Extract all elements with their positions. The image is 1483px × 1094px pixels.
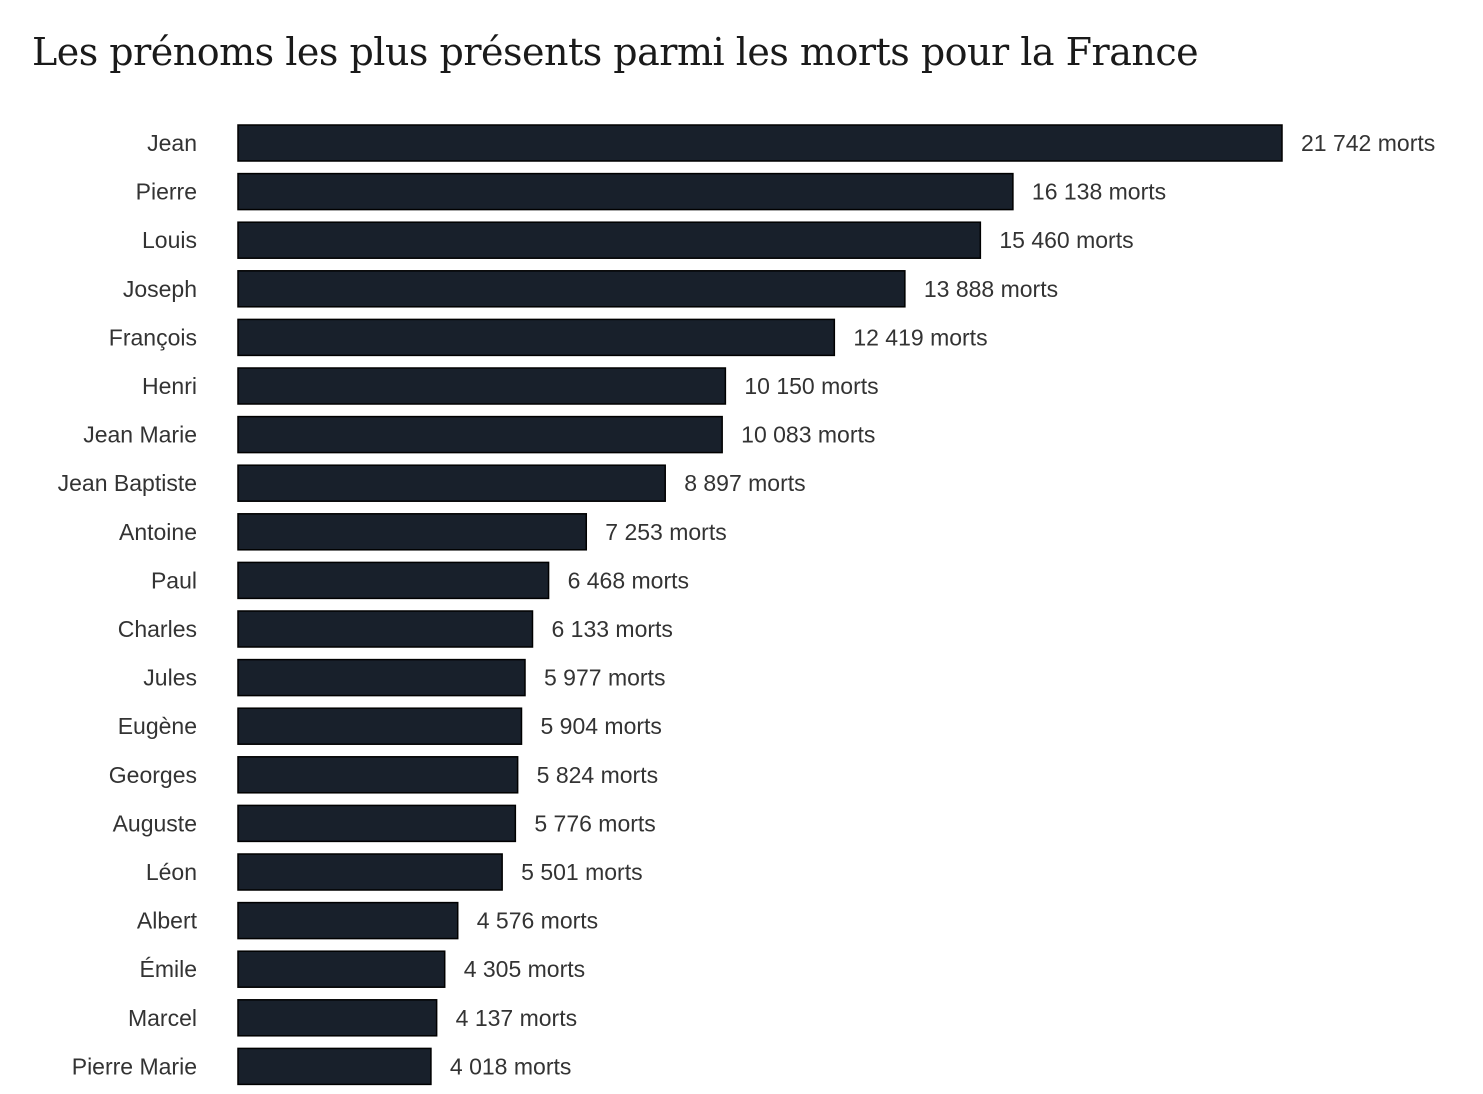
category-label: Antoine <box>119 519 197 545</box>
value-label: 4 576 morts <box>477 908 598 934</box>
bar <box>237 415 723 454</box>
category-label: Auguste <box>113 810 197 836</box>
bar <box>237 1047 432 1086</box>
value-label: 16 138 morts <box>1032 179 1166 205</box>
chart-title: Les prénoms les plus présents parmi les … <box>32 30 1199 74</box>
category-label: Pierre Marie <box>72 1053 197 1079</box>
value-label: 6 468 morts <box>568 567 689 593</box>
category-label: Jean Baptiste <box>58 470 197 496</box>
category-label: Joseph <box>123 276 197 302</box>
bar <box>237 221 982 259</box>
category-label: Émile <box>139 956 197 982</box>
bar <box>237 610 534 648</box>
value-label: 15 460 morts <box>999 227 1133 253</box>
bar <box>237 124 1283 162</box>
bar <box>237 513 588 551</box>
category-label: Jules <box>143 665 197 691</box>
category-label: Pierre <box>136 179 197 205</box>
bar <box>237 707 523 745</box>
bar <box>237 172 1014 211</box>
category-label: Eugène <box>118 713 197 739</box>
bar <box>237 270 906 308</box>
value-label: 5 501 morts <box>521 859 642 885</box>
bar <box>237 561 550 600</box>
category-label: Jean <box>147 130 197 156</box>
value-label: 21 742 morts <box>1301 130 1435 156</box>
category-label: François <box>109 324 197 350</box>
bar <box>237 464 666 502</box>
value-label: 13 888 morts <box>924 276 1058 302</box>
category-label: Léon <box>146 859 197 885</box>
value-label: 4 018 morts <box>450 1053 571 1079</box>
value-label: 5 904 morts <box>540 713 661 739</box>
category-label: Paul <box>151 567 197 593</box>
value-label: 10 150 morts <box>744 373 878 399</box>
category-label: Henri <box>142 373 197 399</box>
category-label: Marcel <box>128 1005 197 1031</box>
bar <box>237 950 446 988</box>
category-label: Charles <box>118 616 197 642</box>
value-label: 4 305 morts <box>464 956 585 982</box>
bar <box>237 318 836 357</box>
value-label: 5 776 morts <box>534 810 655 836</box>
category-label: Albert <box>137 908 198 934</box>
value-label: 12 419 morts <box>853 324 987 350</box>
category-label: Jean Marie <box>83 422 197 448</box>
category-label: Georges <box>109 762 197 788</box>
value-label: 5 824 morts <box>537 762 658 788</box>
bar <box>237 658 526 697</box>
bar <box>237 901 459 940</box>
category-label: Louis <box>142 227 197 253</box>
value-label: 8 897 morts <box>684 470 805 496</box>
value-label: 7 253 morts <box>605 519 726 545</box>
bar <box>237 999 438 1037</box>
bar <box>237 367 727 405</box>
value-label: 6 133 morts <box>551 616 672 642</box>
bar <box>237 804 517 843</box>
value-label: 5 977 morts <box>544 665 665 691</box>
bar <box>237 853 503 891</box>
value-label: 4 137 morts <box>456 1005 577 1031</box>
bar <box>237 756 519 794</box>
value-label: 10 083 morts <box>741 422 875 448</box>
